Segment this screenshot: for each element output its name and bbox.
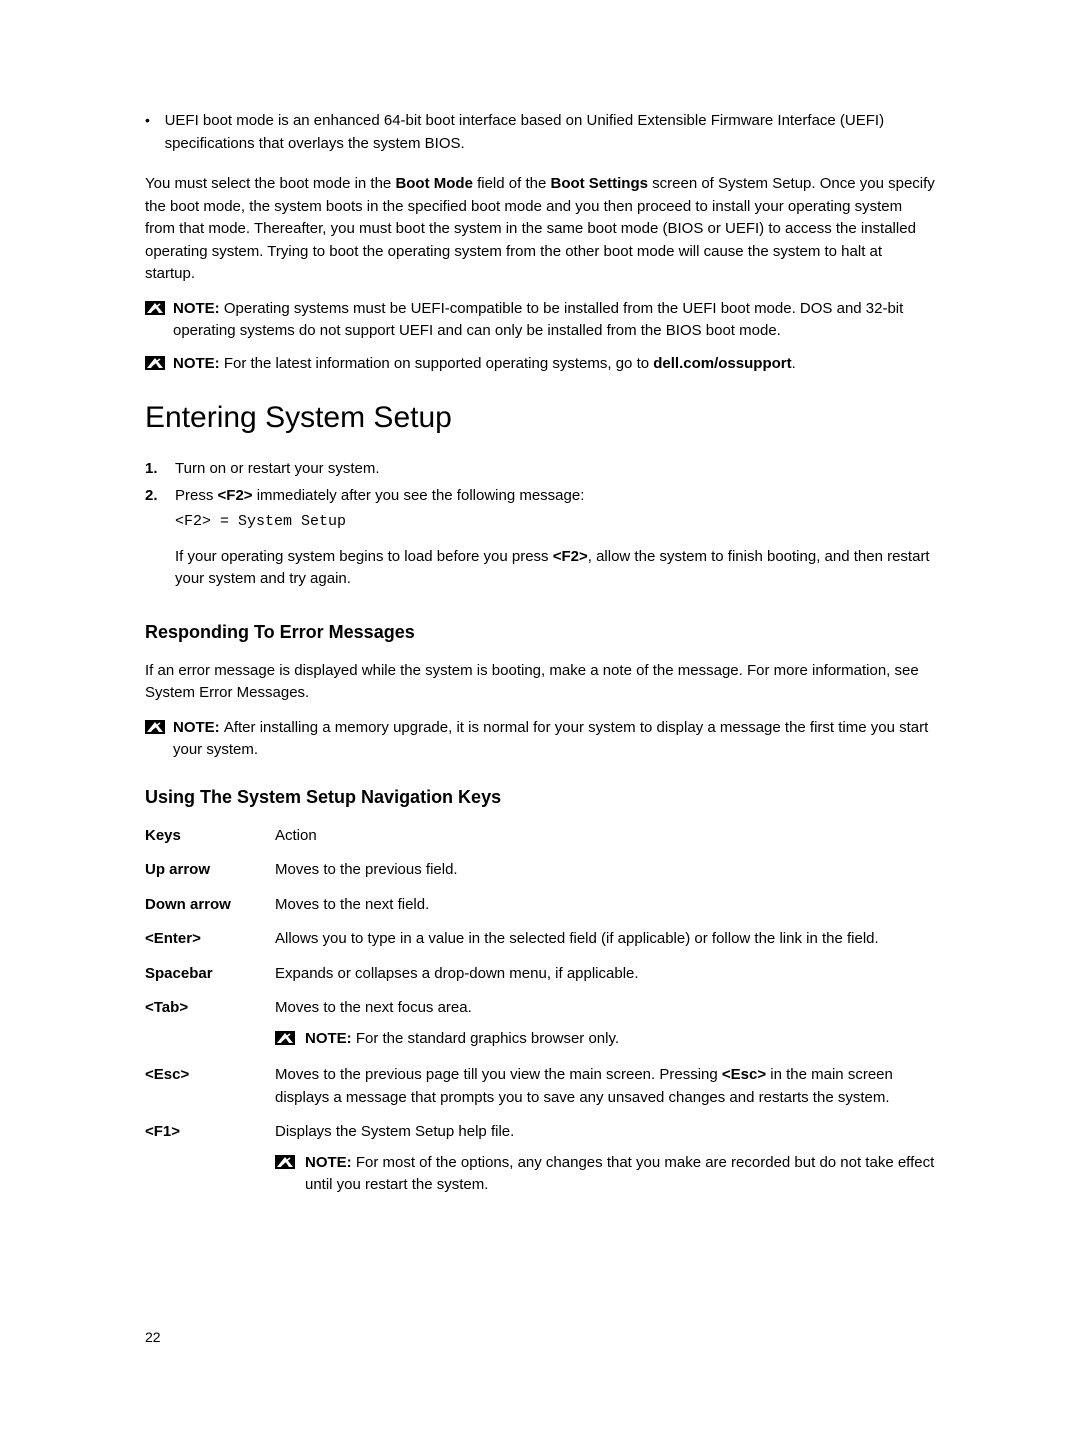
key-action: Displays the System Setup help file. [275, 1121, 935, 1144]
heading-entering-setup: Entering System Setup [145, 395, 935, 440]
heading-error-messages: Responding To Error Messages [145, 619, 935, 646]
key-action-col: Displays the System Setup help file. NOT… [275, 1121, 935, 1197]
note-text: NOTE: For the latest information on supp… [173, 353, 935, 376]
step-2: 2. Press <F2> immediately after you see … [145, 485, 935, 597]
paragraph-error: If an error message is displayed while t… [145, 660, 935, 705]
key-action: Moves to the previous field. [275, 859, 935, 882]
key-action-col: Moves to the next focus area. NOTE: For … [275, 997, 935, 1052]
table-row: <Enter> Allows you to type in a value in… [145, 928, 935, 951]
table-row: Up arrow Moves to the previous field. [145, 859, 935, 882]
bullet-uefi: • UEFI boot mode is an enhanced 64-bit b… [145, 110, 935, 155]
note-uefi-compat: NOTE: Operating systems must be UEFI-com… [145, 298, 935, 343]
key-action: Allows you to type in a value in the sel… [275, 928, 935, 951]
code-f2: <F2> = System Setup [175, 511, 935, 534]
nested-note: NOTE: For the standard graphics browser … [275, 1028, 935, 1053]
table-row: <F1> Displays the System Setup help file… [145, 1121, 935, 1197]
bold-dellcom: dell.com/ossupport [653, 355, 791, 372]
note-icon [145, 298, 173, 323]
heading-nav-keys: Using The System Setup Navigation Keys [145, 784, 935, 811]
key-name: Up arrow [145, 859, 275, 882]
key-name: <Tab> [145, 997, 275, 1052]
key-action: Expands or collapses a drop-down menu, i… [275, 963, 935, 986]
bullet-marker: • [145, 110, 165, 155]
key-name: Spacebar [145, 963, 275, 986]
key-action: Moves to the next field. [275, 894, 935, 917]
note-memory-upgrade: NOTE: After installing a memory upgrade,… [145, 717, 935, 762]
key-name: <F1> [145, 1121, 275, 1197]
note-icon [275, 1028, 305, 1053]
key-name: Down arrow [145, 894, 275, 917]
table-header: Keys Action [145, 825, 935, 848]
key-name: <Esc> [145, 1064, 275, 1109]
key-action: Moves to the next focus area. [275, 997, 935, 1020]
key-action: Moves to the previous page till you view… [275, 1064, 935, 1109]
note-text: NOTE: Operating systems must be UEFI-com… [173, 298, 935, 343]
bold-bootsettings: Boot Settings [550, 175, 648, 192]
table-row: <Esc> Moves to the previous page till yo… [145, 1064, 935, 1109]
note-text: NOTE: After installing a memory upgrade,… [173, 717, 935, 762]
note-icon [145, 353, 173, 378]
note-text: NOTE: For most of the options, any chang… [305, 1152, 935, 1197]
step-text: Turn on or restart your system. [175, 458, 935, 481]
table-row: Down arrow Moves to the next field. [145, 894, 935, 917]
table-row: Spacebar Expands or collapses a drop-dow… [145, 963, 935, 986]
key-name: <Enter> [145, 928, 275, 951]
step-sub: If your operating system begins to load … [175, 546, 935, 591]
step-body: Press <F2> immediately after you see the… [175, 485, 935, 597]
step-1: 1. Turn on or restart your system. [145, 458, 935, 481]
step-number: 2. [145, 485, 175, 597]
col-action: Action [275, 825, 935, 848]
page-number: 22 [145, 1327, 935, 1348]
paragraph-bootmode: You must select the boot mode in the Boo… [145, 173, 935, 286]
keys-table: Keys Action Up arrow Moves to the previo… [145, 825, 935, 1197]
bullet-text: UEFI boot mode is an enhanced 64-bit boo… [165, 110, 935, 155]
note-text: NOTE: For the standard graphics browser … [305, 1028, 619, 1051]
note-icon [145, 717, 173, 742]
note-ossupport: NOTE: For the latest information on supp… [145, 353, 935, 378]
col-keys: Keys [145, 825, 275, 848]
nested-note: NOTE: For most of the options, any chang… [275, 1152, 935, 1197]
note-icon [275, 1152, 305, 1177]
table-row: <Tab> Moves to the next focus area. NOTE… [145, 997, 935, 1052]
bold-bootmode: Boot Mode [395, 175, 472, 192]
step-number: 1. [145, 458, 175, 481]
